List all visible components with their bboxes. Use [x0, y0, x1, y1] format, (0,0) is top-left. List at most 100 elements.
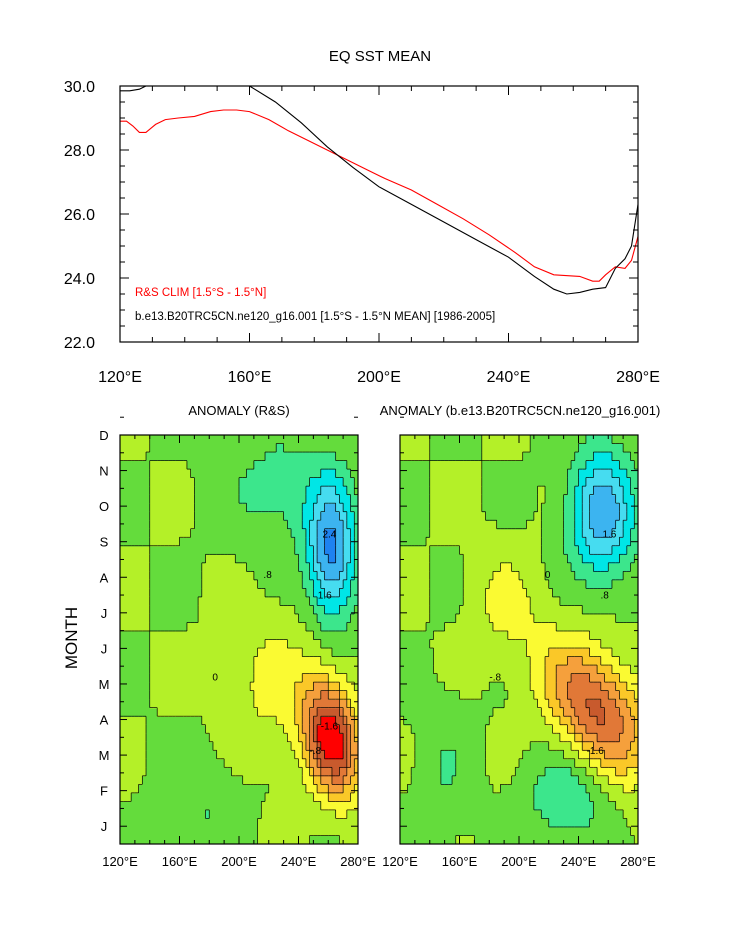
- heatmap-cell: [489, 801, 494, 811]
- heatmap-cell: [242, 469, 248, 479]
- heatmap-cell: [261, 486, 266, 496]
- heatmap-cell: [123, 596, 129, 607]
- heatmap-cell: [343, 639, 348, 649]
- heatmap-cell: [429, 826, 435, 837]
- heatmap-cell: [212, 435, 218, 445]
- heatmap-cell: [279, 724, 285, 734]
- heatmap-cell: [556, 750, 561, 760]
- heatmap-cell: [346, 613, 352, 624]
- heatmap-cell: [485, 724, 490, 734]
- heatmap-cell: [153, 537, 158, 547]
- heatmap-cell: [515, 750, 520, 760]
- heatmap-cell: [346, 511, 352, 521]
- heatmap-cell: [350, 460, 355, 470]
- heatmap-cell: [231, 460, 236, 470]
- heatmap-cell: [224, 562, 229, 572]
- y-tick-label: 26.0: [64, 207, 95, 224]
- heatmap-cell: [183, 537, 188, 547]
- heatmap-cell: [272, 596, 277, 607]
- heatmap-cell: [183, 588, 188, 598]
- heatmap-cell: [331, 494, 337, 504]
- heatmap-cell: [272, 477, 277, 487]
- heatmap-cell: [634, 784, 639, 794]
- heatmap-cell: [224, 545, 229, 555]
- heatmap-cell: [279, 775, 285, 785]
- heatmap-cell: [426, 741, 431, 751]
- heatmap-cell: [346, 537, 352, 547]
- heatmap-cell: [611, 733, 617, 743]
- heatmap-cell: [183, 741, 188, 751]
- heatmap-cell: [519, 741, 524, 751]
- heatmap-cell: [190, 588, 195, 598]
- heatmap-cell: [294, 792, 300, 802]
- heatmap-cell: [496, 775, 502, 785]
- heatmap-cell: [157, 452, 162, 462]
- heatmap-cell: [279, 665, 285, 675]
- heatmap-cell: [422, 801, 427, 811]
- heatmap-cell: [250, 443, 255, 453]
- heatmap-cell: [242, 673, 248, 683]
- heatmap-cell: [257, 596, 262, 607]
- heatmap-cell: [235, 750, 240, 760]
- heatmap-cell: [559, 826, 565, 837]
- heatmap-cell: [179, 826, 184, 837]
- heatmap-cell: [589, 758, 594, 768]
- heatmap-cell: [201, 520, 207, 530]
- heatmap-cell: [194, 741, 199, 751]
- heatmap-cell: [198, 784, 203, 794]
- heatmap-cell: [120, 605, 125, 615]
- heatmap-cell: [227, 571, 233, 581]
- heatmap-cell: [320, 511, 326, 521]
- heatmap-cell: [339, 460, 344, 470]
- heatmap-cell: [313, 545, 318, 555]
- heatmap-cell: [294, 469, 300, 479]
- heatmap-cell: [183, 818, 188, 828]
- heatmap-cell: [298, 469, 303, 479]
- heatmap-cell: [157, 835, 162, 845]
- heatmap-cell: [305, 809, 311, 820]
- heatmap-cell: [268, 562, 274, 572]
- heatmap-cell: [257, 690, 262, 700]
- heatmap-cell: [470, 784, 475, 794]
- heatmap-cell: [123, 690, 129, 700]
- heatmap-cell: [324, 452, 329, 462]
- heatmap-cell: [414, 835, 420, 845]
- heatmap-cell: [172, 494, 177, 504]
- heatmap-cell: [246, 435, 251, 445]
- heatmap-cell: [291, 579, 296, 589]
- heatmap-cell: [291, 784, 296, 794]
- heatmap-cell: [478, 750, 483, 760]
- heatmap-cell: [261, 571, 266, 581]
- heatmap-cell: [279, 801, 285, 811]
- heatmap-cell: [537, 775, 542, 785]
- heatmap-cell: [507, 750, 513, 760]
- heatmap-cell: [224, 452, 229, 462]
- heatmap-cell: [294, 588, 300, 598]
- heatmap-cell: [335, 605, 341, 615]
- heatmap-cell: [500, 767, 505, 777]
- heatmap-cell: [287, 775, 292, 785]
- heatmap-cell: [578, 835, 583, 845]
- heatmap-cell: [138, 605, 143, 615]
- heatmap-cell: [168, 477, 173, 487]
- heatmap-cell: [339, 707, 344, 717]
- heatmap-cell: [604, 792, 609, 802]
- heatmap-cell: [257, 792, 262, 802]
- heatmap-cell: [194, 477, 199, 487]
- heatmap-cell: [153, 758, 158, 768]
- heatmap-cell: [507, 801, 513, 811]
- heatmap-cell: [172, 452, 177, 462]
- heatmap-cell: [567, 818, 572, 828]
- heatmap-cell: [146, 537, 151, 547]
- heatmap-cell: [511, 801, 516, 811]
- heatmap-cell: [418, 733, 423, 743]
- heatmap-cell: [168, 665, 173, 675]
- heatmap-cell: [138, 733, 143, 743]
- heatmap-cell: [168, 511, 173, 521]
- heatmap-cell: [291, 690, 296, 700]
- heatmap-cell: [335, 673, 341, 683]
- heatmap-cell: [433, 801, 438, 811]
- heatmap-cell: [582, 741, 587, 751]
- heatmap-cell: [239, 630, 244, 641]
- heatmap-cell: [331, 826, 337, 837]
